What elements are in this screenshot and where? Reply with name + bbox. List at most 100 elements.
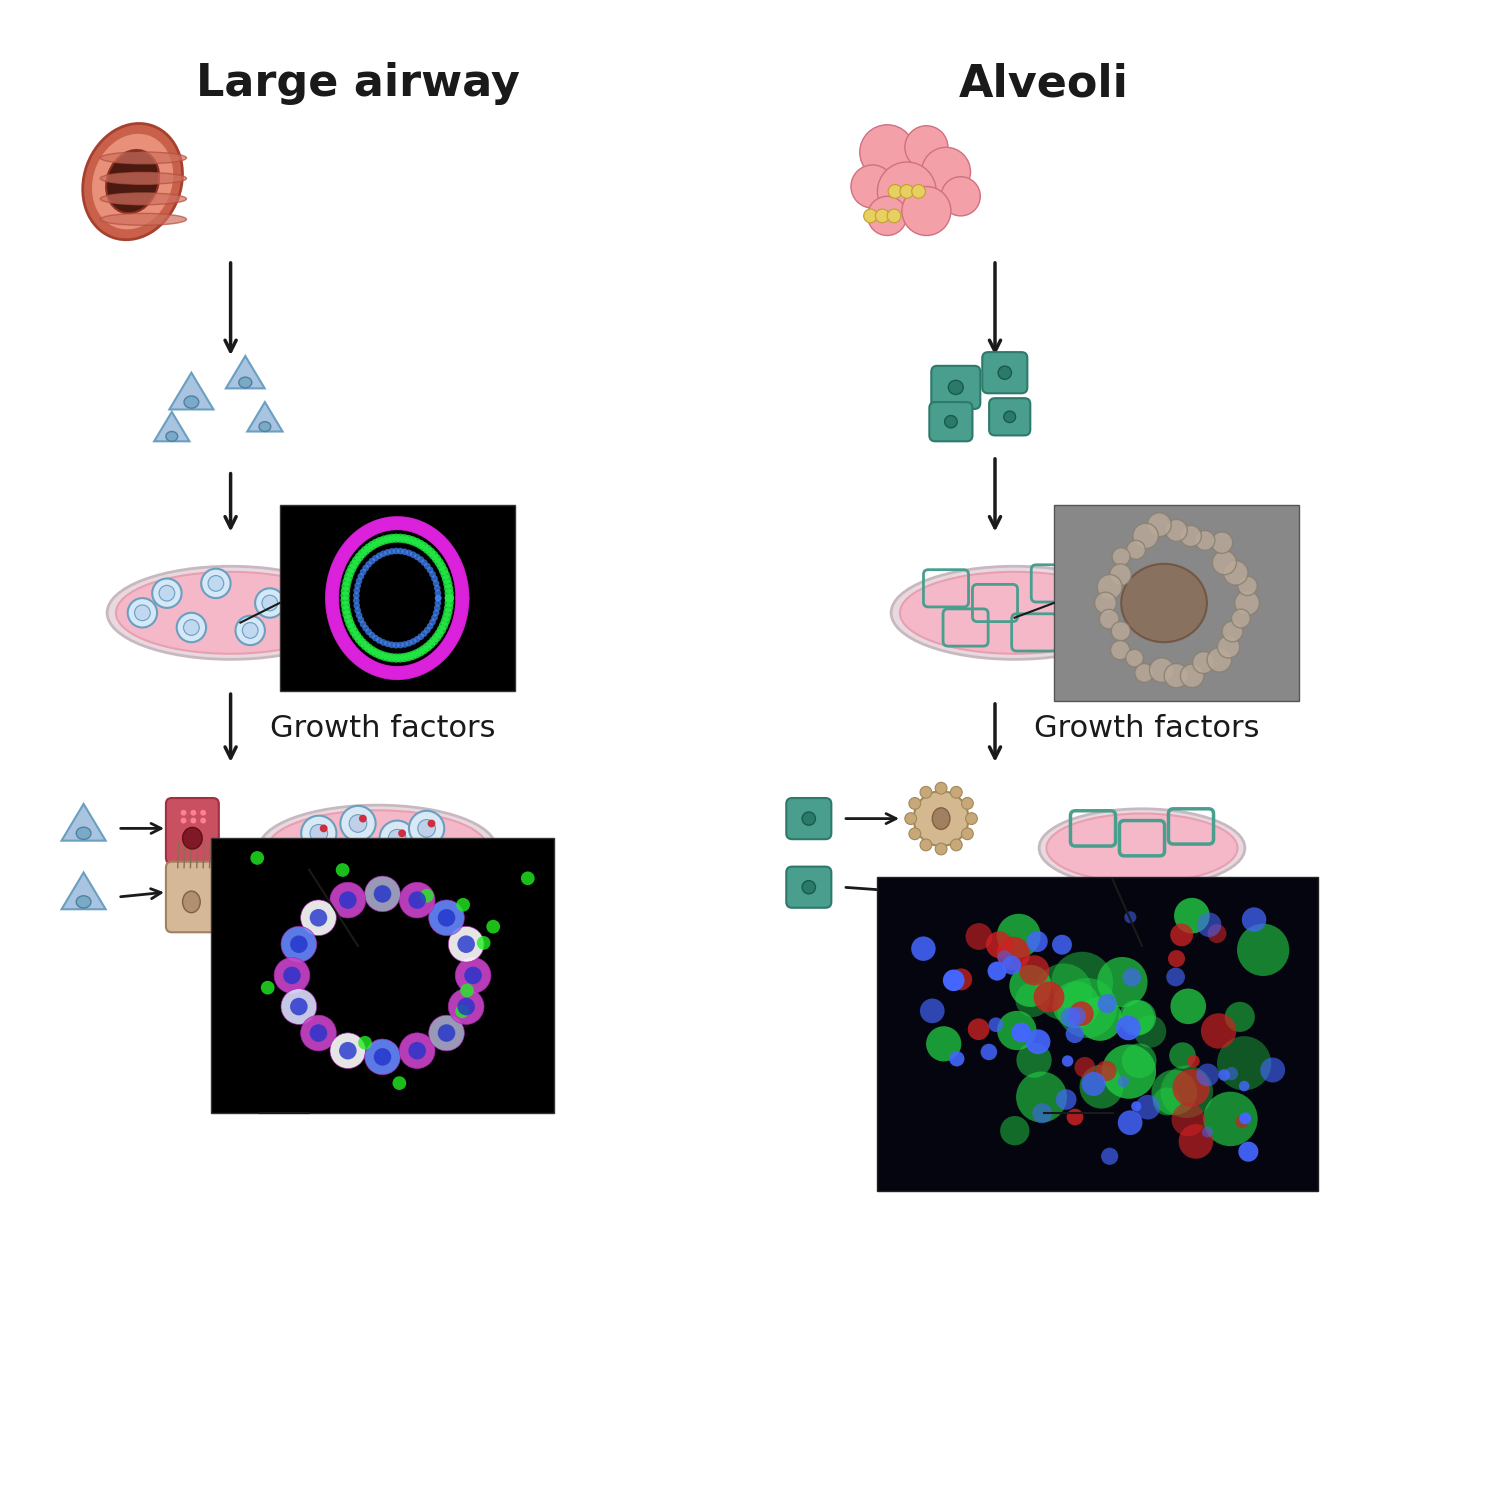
Ellipse shape — [100, 213, 186, 225]
Circle shape — [396, 654, 405, 663]
Circle shape — [366, 561, 372, 567]
Circle shape — [1260, 1058, 1286, 1083]
Circle shape — [966, 922, 993, 950]
Circle shape — [310, 825, 327, 842]
Bar — [878, 878, 1318, 1191]
Circle shape — [867, 196, 907, 236]
FancyArrowPatch shape — [920, 894, 978, 908]
Circle shape — [340, 596, 350, 604]
Circle shape — [429, 636, 438, 645]
Circle shape — [998, 1011, 1036, 1050]
Circle shape — [388, 548, 394, 555]
Circle shape — [406, 663, 420, 678]
Circle shape — [447, 554, 460, 567]
Circle shape — [1168, 1042, 1196, 1070]
Circle shape — [454, 606, 468, 621]
Circle shape — [419, 524, 434, 538]
Circle shape — [350, 560, 358, 568]
Circle shape — [351, 531, 364, 546]
Circle shape — [432, 633, 441, 642]
Circle shape — [448, 927, 484, 962]
Circle shape — [429, 1016, 465, 1052]
Circle shape — [1192, 651, 1215, 674]
Circle shape — [432, 580, 439, 586]
Circle shape — [300, 900, 336, 936]
Circle shape — [398, 548, 404, 555]
Circle shape — [1239, 1113, 1251, 1125]
Circle shape — [1170, 988, 1206, 1024]
Circle shape — [333, 555, 346, 568]
Circle shape — [1180, 664, 1204, 687]
Circle shape — [413, 662, 428, 675]
Circle shape — [399, 1034, 435, 1068]
Text: Alveoli: Alveoli — [958, 62, 1130, 105]
Circle shape — [438, 540, 453, 555]
Circle shape — [456, 591, 470, 604]
Circle shape — [339, 1042, 357, 1059]
Ellipse shape — [238, 376, 252, 388]
Circle shape — [1238, 924, 1290, 976]
Circle shape — [986, 932, 1012, 958]
Circle shape — [345, 620, 354, 628]
Circle shape — [440, 621, 448, 630]
Circle shape — [934, 843, 946, 855]
Circle shape — [426, 567, 433, 573]
Circle shape — [354, 530, 368, 543]
Circle shape — [1226, 1002, 1256, 1032]
Circle shape — [914, 790, 969, 846]
Circle shape — [430, 650, 445, 664]
Circle shape — [1082, 1072, 1106, 1096]
Circle shape — [1197, 912, 1221, 938]
Circle shape — [406, 519, 420, 532]
Circle shape — [350, 627, 358, 636]
Circle shape — [1239, 1142, 1258, 1161]
Circle shape — [417, 633, 424, 640]
Circle shape — [390, 516, 404, 530]
Circle shape — [416, 660, 430, 674]
Circle shape — [380, 518, 393, 531]
Circle shape — [447, 628, 460, 644]
Circle shape — [366, 628, 372, 634]
Circle shape — [422, 560, 428, 566]
Ellipse shape — [1120, 564, 1208, 642]
Circle shape — [1095, 592, 1116, 613]
Ellipse shape — [76, 896, 92, 908]
Circle shape — [454, 957, 490, 993]
Circle shape — [183, 620, 200, 636]
Circle shape — [346, 564, 357, 573]
Circle shape — [988, 1017, 1004, 1032]
Circle shape — [1234, 591, 1260, 615]
Text: Large airway: Large airway — [196, 62, 520, 105]
Circle shape — [300, 1016, 336, 1052]
Circle shape — [886, 209, 902, 224]
Circle shape — [1066, 1007, 1086, 1026]
Circle shape — [1125, 910, 1137, 922]
Circle shape — [342, 606, 351, 615]
Circle shape — [422, 657, 436, 670]
Circle shape — [386, 516, 400, 531]
Bar — [279, 506, 514, 692]
Circle shape — [354, 582, 362, 590]
Circle shape — [1074, 1058, 1095, 1077]
Circle shape — [1011, 1023, 1031, 1042]
Circle shape — [1212, 550, 1236, 574]
Circle shape — [388, 642, 394, 648]
Circle shape — [920, 999, 945, 1023]
Circle shape — [902, 186, 951, 236]
Circle shape — [398, 830, 406, 837]
Circle shape — [454, 603, 468, 616]
Circle shape — [348, 648, 363, 663]
Circle shape — [372, 519, 387, 532]
Circle shape — [414, 636, 420, 642]
Circle shape — [1122, 1000, 1156, 1035]
Circle shape — [328, 566, 344, 580]
Circle shape — [1002, 956, 1022, 975]
Circle shape — [352, 597, 360, 604]
Circle shape — [921, 147, 970, 196]
Circle shape — [1053, 981, 1100, 1029]
Ellipse shape — [267, 810, 488, 885]
Circle shape — [433, 536, 447, 549]
Circle shape — [369, 632, 375, 639]
Circle shape — [1118, 1110, 1143, 1136]
Circle shape — [201, 568, 231, 598]
